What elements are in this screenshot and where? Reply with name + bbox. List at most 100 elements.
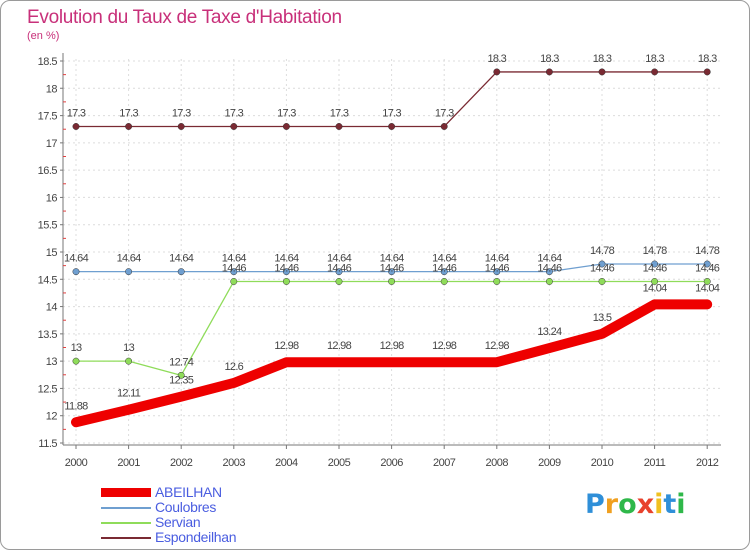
data-point-coulobres (440, 268, 448, 276)
data-point-servian (598, 278, 606, 285)
data-label-servian: 12.74 (169, 356, 194, 368)
data-label-coulobres: 14.64 (117, 253, 142, 265)
legend-swatch (101, 507, 151, 509)
x-tick-label: 2012 (696, 457, 719, 469)
data-label-coulobres: 14.64 (537, 253, 562, 265)
y-tick-label: 18.5 (38, 56, 58, 68)
x-tick-label: 2003 (223, 457, 246, 469)
y-tick-label: 14 (46, 302, 58, 314)
logo-letter: i (654, 489, 664, 520)
data-point-coulobres (545, 268, 553, 276)
data-point-servian (651, 278, 659, 285)
data-label-servian: 14.46 (485, 262, 510, 274)
x-tick-label: 2006 (380, 457, 403, 469)
data-label-coulobres: 14.78 (590, 245, 615, 257)
chart-subtitle: (en %) (27, 30, 60, 42)
data-label-servian: 14.46 (432, 262, 457, 274)
data-label-coulobres: 14.64 (222, 253, 247, 265)
data-point-coulobres (177, 268, 185, 276)
data-point-coulobres (282, 268, 290, 276)
data-point-espondeilhan (335, 123, 343, 130)
data-label-espondeilhan: 18.3 (645, 53, 664, 65)
y-tick-label: 14.5 (38, 274, 58, 286)
data-point-espondeilhan (493, 68, 501, 76)
data-point-abeilhan (439, 357, 449, 367)
y-tick-label: 13 (46, 356, 58, 368)
logo-letter: i (676, 489, 686, 520)
logo-letter: P (585, 489, 605, 520)
data-point-espondeilhan (440, 123, 448, 130)
y-tick-label: 16 (46, 192, 58, 204)
data-label-abeilhan: 12.98 (274, 340, 299, 352)
data-label-espondeilhan: 18.3 (698, 53, 717, 65)
data-label-espondeilhan: 17.3 (224, 107, 243, 119)
data-point-abeilhan (650, 299, 660, 309)
data-label-servian: 14.46 (274, 262, 299, 274)
data-label-servian: 14.46 (380, 262, 405, 274)
data-label-abeilhan: 11.88 (64, 400, 88, 412)
data-label-servian: 14.46 (222, 262, 247, 274)
data-label-servian: 14.46 (695, 262, 720, 274)
data-point-espondeilhan (545, 68, 553, 76)
data-point-abeilhan (702, 299, 712, 309)
x-tick-label: 2000 (65, 457, 88, 469)
legend-label: Servian (155, 514, 201, 530)
data-label-coulobres: 14.64 (169, 253, 194, 265)
data-label-servian: 14.46 (590, 262, 615, 274)
data-label-espondeilhan: 17.3 (277, 107, 296, 119)
data-label-servian: 14.46 (327, 262, 352, 274)
data-point-espondeilhan (72, 123, 80, 130)
data-point-servian (282, 278, 290, 285)
data-point-servian (72, 357, 80, 365)
legend-swatch (101, 522, 151, 524)
data-point-coulobres (651, 260, 659, 268)
data-point-coulobres (598, 260, 606, 268)
legend-label: Espondeilhan (155, 529, 237, 545)
y-tick-label: 12.5 (38, 383, 58, 395)
data-point-servian (493, 278, 501, 285)
data-point-coulobres (72, 268, 80, 276)
data-point-espondeilhan (177, 123, 185, 130)
data-point-abeilhan (124, 405, 134, 415)
data-label-abeilhan: 13.5 (593, 312, 612, 324)
data-point-coulobres (125, 268, 133, 276)
chart-title: Evolution du Taux de Taxe d'Habitation (27, 7, 342, 28)
data-label-abeilhan: 13.24 (537, 326, 562, 338)
data-point-servian (703, 278, 711, 285)
data-label-coulobres: 14.64 (380, 253, 405, 265)
legend-label: Coulobres (155, 499, 217, 515)
legend-swatch (101, 537, 151, 539)
data-label-abeilhan: 12.11 (117, 388, 141, 400)
legend-label: ABEILHAN (155, 484, 222, 500)
y-tick-label: 15 (46, 247, 58, 259)
x-tick-label: 2001 (117, 457, 140, 469)
x-tick-label: 2009 (538, 457, 561, 469)
data-label-coulobres: 14.78 (643, 245, 668, 257)
data-point-abeilhan (71, 417, 81, 427)
data-label-abeilhan: 12.98 (327, 340, 352, 352)
data-point-abeilhan (597, 329, 607, 339)
x-tick-label: 2011 (644, 457, 666, 469)
data-point-coulobres (230, 268, 238, 276)
data-point-abeilhan (281, 357, 291, 367)
y-tick-label: 13.5 (38, 329, 58, 341)
data-point-coulobres (703, 260, 711, 268)
data-label-servian: 14.46 (643, 262, 668, 274)
x-tick-label: 2005 (328, 457, 351, 469)
data-point-espondeilhan (598, 68, 606, 76)
logo-letter: r (604, 489, 619, 520)
data-point-servian (230, 278, 238, 285)
data-point-abeilhan (334, 357, 344, 367)
data-label-servian: 13 (71, 342, 82, 354)
data-point-espondeilhan (125, 123, 133, 130)
data-point-espondeilhan (388, 123, 396, 130)
legend-swatch (101, 488, 151, 497)
data-label-abeilhan: 12.6 (224, 361, 243, 373)
data-label-servian: 14.46 (537, 262, 562, 274)
data-label-espondeilhan: 17.3 (435, 107, 454, 119)
data-point-espondeilhan (230, 123, 238, 130)
data-label-coulobres: 14.78 (695, 245, 720, 257)
data-point-servian (335, 278, 343, 285)
data-label-abeilhan: 14.04 (695, 282, 720, 294)
